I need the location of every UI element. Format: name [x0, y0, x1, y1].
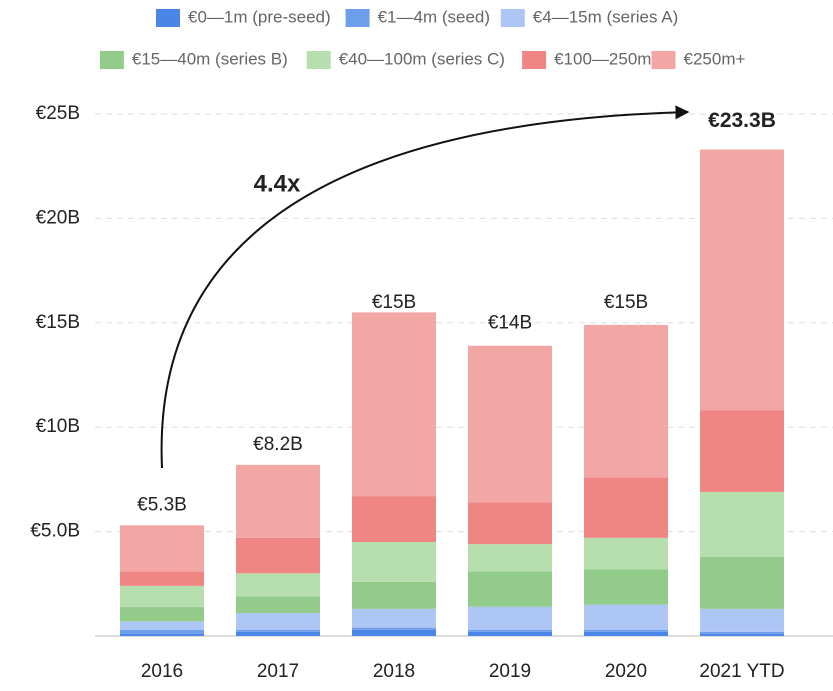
legend-swatch	[306, 51, 331, 69]
total-label: €23.3B	[708, 109, 776, 132]
y-tick-label: €15B	[36, 312, 80, 333]
legend-label: €40—100m (series C)	[339, 49, 505, 68]
y-tick-label: €10B	[36, 416, 80, 437]
bar-segment	[468, 631, 552, 636]
bar-segment	[468, 629, 552, 632]
bar-segment	[120, 525, 204, 572]
bar-segment	[352, 496, 436, 543]
bar-segment	[236, 464, 320, 538]
bar-segment	[700, 410, 784, 492]
bar-segment	[700, 631, 784, 634]
bar-segment	[352, 629, 436, 636]
bar-segment	[700, 149, 784, 411]
bar-segment	[700, 633, 784, 636]
total-label: €15B	[372, 292, 416, 313]
bar-segment	[584, 477, 668, 538]
bar-segment	[120, 571, 204, 586]
legend-label: €100—250m	[554, 49, 651, 68]
bar-segment	[584, 537, 668, 570]
bar-segment	[584, 324, 668, 478]
bar-segment	[584, 631, 668, 636]
legend-label: €250m+	[684, 49, 746, 68]
bar-segment	[236, 613, 320, 630]
y-tick-label: €20B	[36, 207, 80, 228]
bar-segment	[352, 608, 436, 628]
bar-segment	[468, 502, 552, 545]
bar-segment	[236, 596, 320, 614]
total-label: €5.3B	[137, 494, 187, 515]
bar-segment	[352, 542, 436, 582]
bar-segment	[120, 585, 204, 607]
annotation: 4.4x	[254, 170, 301, 197]
total-label: €8.2B	[253, 434, 303, 455]
total-label: €14B	[488, 313, 532, 334]
bar-segment	[352, 627, 436, 630]
bar-segment	[120, 606, 204, 622]
bar-segment	[352, 581, 436, 609]
growth-arrow	[160, 105, 690, 469]
legend-label: €15—40m (series B)	[132, 49, 288, 68]
legend-label: €4—15m (series A)	[533, 7, 679, 26]
bar-segment	[236, 573, 320, 597]
x-tick-label: 2020	[605, 661, 647, 682]
y-tick-label: €5.0B	[30, 521, 80, 542]
bar-segment	[584, 569, 668, 605]
bar-segment	[700, 556, 784, 609]
legend-swatch	[651, 51, 676, 69]
legend: €0—1m (pre-seed) €1—4m (seed) €4—15m (seri…	[99, 7, 746, 69]
bar-segment	[468, 544, 552, 572]
bar-segment	[468, 606, 552, 630]
x-tick-label: 2019	[489, 661, 531, 682]
bar-segment	[120, 633, 204, 636]
legend-swatch	[500, 9, 525, 27]
bar-segment	[352, 312, 436, 497]
legend-swatch	[522, 51, 547, 69]
x-tick-label: 2021 YTD	[699, 661, 784, 682]
legend-label: €1—4m (seed)	[378, 7, 490, 26]
legend-label: €0—1m (pre-seed)	[188, 7, 331, 26]
bar-segment	[584, 629, 668, 632]
total-label: €15B	[604, 292, 648, 313]
bar-segment	[236, 631, 320, 636]
legend-swatch	[345, 9, 370, 27]
legend-swatch	[99, 51, 124, 69]
x-tick-label: 2017	[257, 661, 299, 682]
bar-segment	[468, 571, 552, 607]
bar-segment	[120, 629, 204, 634]
bar-segment	[236, 629, 320, 632]
x-tick-label: 2016	[141, 661, 183, 682]
x-tick-label: 2018	[373, 661, 415, 682]
legend-swatch	[156, 9, 180, 27]
bar-segment	[700, 608, 784, 632]
bar-segment	[468, 345, 552, 503]
y-tick-label: €25B	[36, 103, 80, 124]
bar-segment	[120, 621, 204, 630]
bar-segment	[700, 491, 784, 557]
bar-segment	[584, 604, 668, 630]
bar-segment	[236, 537, 320, 574]
